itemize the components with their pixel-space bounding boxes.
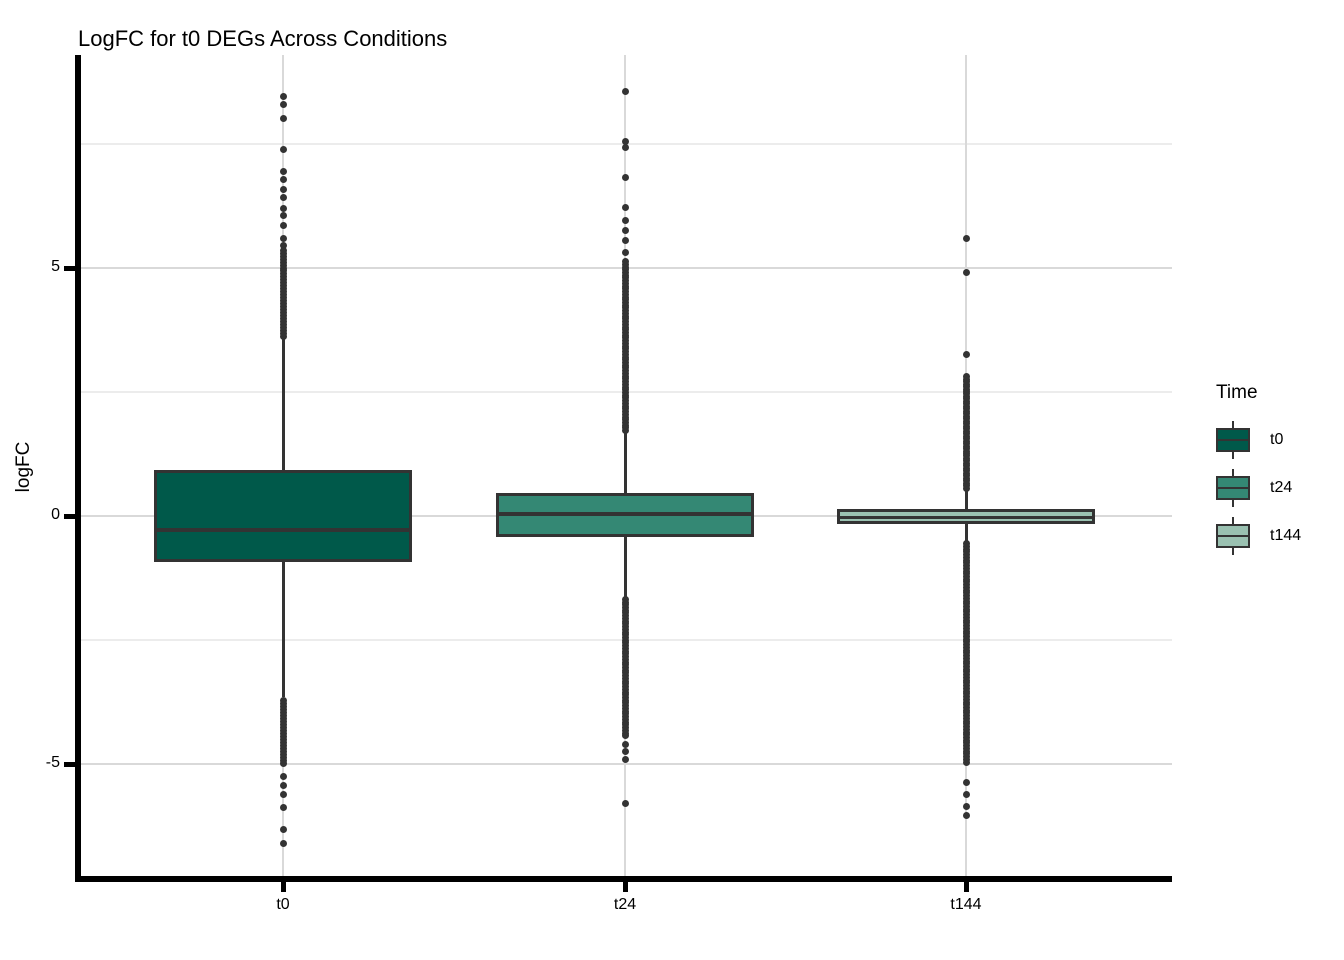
outlier-point	[621, 747, 629, 755]
outlier-point	[962, 234, 970, 242]
x-tick	[622, 882, 628, 892]
legend-entry-label: t144	[1270, 527, 1302, 544]
median-line-t24	[499, 511, 751, 516]
outlier-point	[279, 782, 287, 790]
boxplot-box-t144	[837, 509, 1095, 525]
outlier-point	[621, 144, 629, 152]
y-tick	[64, 265, 75, 271]
legend-key-whisker-bottom	[1231, 500, 1235, 507]
median-line-t0	[157, 527, 409, 532]
outlier-point	[279, 204, 287, 212]
outlier-point	[621, 88, 629, 96]
legend-key-median	[1218, 534, 1248, 538]
x-tick	[280, 882, 286, 892]
legend-key-box	[1216, 524, 1250, 548]
whisker-lower-t0	[281, 562, 285, 698]
outlier-point	[962, 373, 970, 381]
legend-key-whisker-bottom	[1231, 548, 1235, 555]
outlier-point	[279, 804, 287, 812]
y-tick-label: 0	[51, 506, 60, 523]
outlier-point	[621, 799, 629, 807]
outlier-point	[279, 93, 287, 101]
outlier-point	[279, 146, 287, 154]
y-tick-label: 5	[51, 258, 60, 275]
x-tick	[963, 882, 969, 892]
legend-entry-label: t24	[1270, 479, 1293, 496]
outlier-point	[962, 269, 970, 277]
legend-key-boxplot-icon	[1216, 469, 1250, 507]
outlier-point	[621, 755, 629, 763]
legend-key-boxplot-icon	[1216, 421, 1250, 459]
outlier-point	[279, 759, 287, 767]
outlier-point	[279, 826, 287, 834]
legend-key-whisker-top	[1231, 421, 1235, 428]
outlier-point	[279, 212, 287, 220]
x-tick-label: t0	[276, 896, 290, 913]
outlier-point	[279, 222, 287, 230]
outlier-point	[962, 791, 970, 799]
outlier-point	[279, 839, 287, 847]
outlier-point	[279, 167, 287, 175]
legend-key-box	[1216, 476, 1250, 500]
outlier-point	[279, 100, 287, 108]
legend-title: Time	[1216, 382, 1258, 403]
legend-entry-label: t0	[1270, 431, 1284, 448]
y-tick-label: -5	[45, 754, 60, 771]
boxplot-box-t0	[154, 469, 412, 563]
legend: Time t0 t24 t144	[1214, 382, 1301, 560]
outlier-point	[962, 802, 970, 810]
whisker-upper-t144	[964, 490, 968, 510]
outlier-point	[621, 258, 629, 266]
legend-key-boxplot-icon	[1216, 517, 1250, 555]
y-tick	[64, 761, 75, 767]
legend-key-median	[1218, 486, 1248, 490]
legend-key-whisker-bottom	[1231, 452, 1235, 459]
outlier-point	[279, 114, 287, 122]
outlier-point	[279, 791, 287, 799]
outlier-point	[279, 773, 287, 781]
outlier-point	[621, 732, 629, 740]
x-axis-line	[75, 876, 1172, 882]
outlier-point	[279, 246, 287, 254]
whisker-lower-t144	[964, 524, 968, 542]
outlier-point	[962, 779, 970, 787]
legend-key-median	[1218, 438, 1248, 442]
legend-entry-t144: t144	[1214, 512, 1301, 560]
outlier-point	[279, 186, 287, 194]
outlier-point	[962, 351, 970, 359]
whisker-lower-t24	[623, 536, 627, 597]
legend-entry-t0: t0	[1214, 416, 1301, 464]
legend-key-whisker-top	[1231, 469, 1235, 476]
median-line-t144	[840, 516, 1092, 520]
whisker-upper-t0	[281, 337, 285, 470]
chart-title: LogFC for t0 DEGs Across Conditions	[78, 25, 448, 51]
outlier-point	[279, 242, 287, 250]
x-tick-label: t24	[613, 896, 637, 913]
outlier-point	[621, 217, 629, 225]
outlier-point	[621, 204, 629, 212]
legend-entry-t24: t24	[1214, 464, 1301, 512]
outlier-point	[621, 237, 629, 245]
gridline-major-h	[80, 763, 1172, 765]
y-axis-line	[75, 55, 81, 878]
outlier-point	[621, 227, 629, 235]
outlier-point	[962, 758, 970, 766]
legend-key-whisker-top	[1231, 517, 1235, 524]
plot-panel	[80, 55, 1172, 876]
outlier-point	[279, 176, 287, 184]
outlier-point	[621, 248, 629, 256]
outlier-point	[962, 811, 970, 819]
outlier-point	[279, 234, 287, 242]
outlier-point	[621, 138, 629, 146]
outlier-point	[621, 740, 629, 748]
whisker-upper-t24	[623, 431, 627, 494]
boxplot-box-t24	[496, 493, 754, 537]
legend-key-box	[1216, 428, 1250, 452]
outlier-point	[279, 194, 287, 202]
y-tick	[64, 513, 75, 519]
outlier-point	[621, 173, 629, 181]
x-tick-label: t144	[950, 896, 982, 913]
